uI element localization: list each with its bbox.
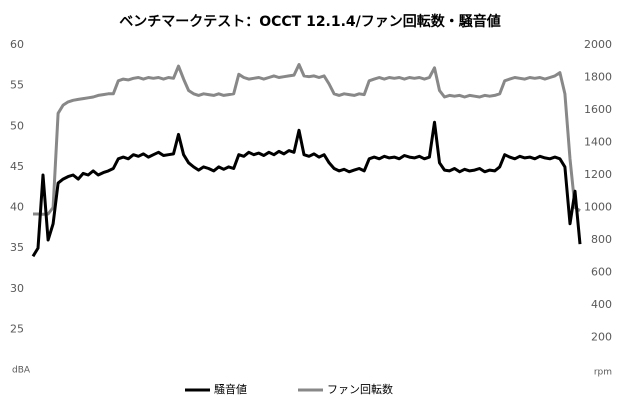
series-line <box>33 63 581 216</box>
y2-axis-title: rpm <box>594 368 612 378</box>
y2-tick-label: 1200 <box>584 168 612 181</box>
y2-tick-label: 200 <box>591 331 612 344</box>
y-tick-label: 45 <box>10 160 24 173</box>
y2-tick-label: 1400 <box>584 136 612 149</box>
y2-tick-label: 400 <box>591 298 612 311</box>
y2-tick-label: 800 <box>591 233 612 246</box>
legend-label: 騒音値 <box>214 382 247 396</box>
y-tick-label: 30 <box>10 282 24 295</box>
y-tick-label: 55 <box>10 79 24 92</box>
y2-tick-label: 1600 <box>584 103 612 116</box>
y-tick-label: 25 <box>10 322 24 335</box>
y2-tick-label: 600 <box>591 266 612 279</box>
chart-title: ベンチマークテスト：OCCT 12.1.4/ファン回転数・騒音値 <box>119 13 501 30</box>
y2-tick-label: 1000 <box>584 201 612 214</box>
y-tick-label: 60 <box>10 38 24 51</box>
legend-label: ファン回転数 <box>327 383 393 396</box>
y2-tick-label: 2000 <box>584 38 612 51</box>
y2-tick-label: 1800 <box>584 71 612 84</box>
y-axis-title: dBA <box>12 366 31 376</box>
y-tick-label: 50 <box>10 119 24 132</box>
y-tick-label: 40 <box>10 201 24 214</box>
y-tick-label: 35 <box>10 241 24 254</box>
series-line <box>31 120 582 258</box>
